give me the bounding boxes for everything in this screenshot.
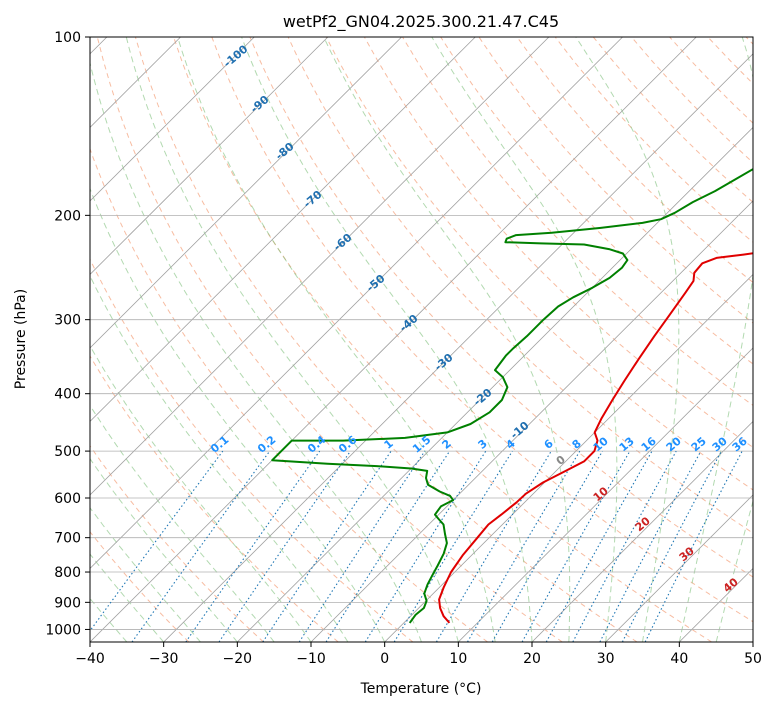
- isotherm-line: [605, 494, 753, 642]
- mixing-ratio-line: [393, 450, 513, 642]
- moist-adiabat-line: [90, 553, 165, 642]
- moist-adiabat-line: [678, 37, 753, 642]
- sounding-profiles: [271, 167, 753, 624]
- x-axis-label: Temperature (°C): [360, 681, 482, 697]
- chart-title: wetPf2_GN04.2025.300.21.47.C45: [283, 12, 559, 32]
- moist-adiabat-line: [90, 61, 422, 642]
- dry-adiabat-line: [90, 530, 190, 642]
- mixing-ratio-line: [572, 450, 677, 642]
- isotherm-line: [90, 37, 402, 349]
- mixing-ratio-line: [90, 450, 224, 632]
- moist-adiabat-line: [90, 597, 128, 642]
- moist-adiabat-line: [90, 457, 238, 642]
- mixing-ratio-line: [185, 450, 321, 642]
- moist-adiabat-line: [90, 274, 349, 642]
- mixing-ratio-line: [545, 450, 653, 642]
- dry-adiabat-line: [90, 355, 339, 642]
- mixing-ratio-lines: [90, 450, 743, 642]
- mixing-ratio-line: [325, 450, 451, 642]
- isotherms: [90, 37, 753, 642]
- isotherm-line: [163, 53, 753, 642]
- moist-adiabat-line: [241, 37, 533, 642]
- y-tick-label: 800: [54, 565, 81, 581]
- y-tick-label: 300: [54, 313, 81, 329]
- y-tick-label: 400: [54, 387, 81, 403]
- mixing-ratio-line: [218, 450, 351, 642]
- moist-adiabat-line: [177, 37, 496, 642]
- x-tick-label: −20: [223, 651, 253, 667]
- moist-adiabat-line: [90, 187, 386, 642]
- x-tick-label: 20: [523, 651, 541, 667]
- x-tick-label: 50: [744, 651, 762, 667]
- temperature-profile-line: [438, 252, 753, 624]
- moist-adiabat-line: [90, 506, 201, 642]
- x-tick-label: 40: [670, 651, 688, 667]
- y-tick-label: 1000: [45, 622, 81, 638]
- isotherm-line: [90, 37, 697, 642]
- y-tick-label: 600: [54, 491, 81, 507]
- isotherm-line: [90, 37, 329, 275]
- x-tick-label: 0: [380, 651, 389, 667]
- x-tick-label: 10: [449, 651, 467, 667]
- y-tick-label: 100: [54, 30, 81, 46]
- mixing-ratio-line: [521, 450, 631, 642]
- dry-adiabat-line: [516, 37, 753, 284]
- dry-adiabat-line: [440, 37, 753, 365]
- y-tick-label: 500: [54, 444, 81, 460]
- moist-adiabat-line: [715, 499, 753, 642]
- isotherm-line: [458, 347, 753, 642]
- dry-adiabat-line: [134, 37, 638, 642]
- isotherm-line: [90, 37, 476, 423]
- isotherm-line: [90, 37, 255, 202]
- dry-adiabat-line: [173, 37, 712, 642]
- dry-adiabat-line: [402, 37, 753, 406]
- y-axis-label: Pressure (hPa): [13, 289, 29, 389]
- moist-adiabat-line: [431, 37, 618, 642]
- isotherm-line: [237, 126, 753, 642]
- moist-adiabat-line: [90, 404, 275, 642]
- moist-adiabat-line: [323, 37, 571, 642]
- dry-adiabat-line: [96, 37, 563, 642]
- isotherm-line: [384, 273, 753, 642]
- mixing-ratio-line: [131, 450, 271, 642]
- dry-adiabat-line: [90, 147, 488, 642]
- x-axis-ticks: −40 −30 −20 −10 0 10 20 30 40 50: [75, 642, 762, 667]
- dry-adiabat-line: [90, 445, 264, 642]
- x-tick-label: −40: [75, 651, 105, 667]
- isotherm-line: [90, 37, 623, 570]
- y-tick-label: 900: [54, 595, 81, 611]
- y-tick-label: 200: [54, 208, 81, 224]
- moist-adiabat-line: [125, 37, 459, 642]
- mixing-ratio-line: [364, 450, 487, 642]
- mixing-ratio-line: [644, 450, 743, 642]
- isotherm-line: [90, 37, 550, 496]
- y-axis-ticks: 100 200 300 400 500 600 700 800 900 1000: [45, 30, 90, 638]
- mixing-ratio-line: [298, 450, 426, 642]
- isotherm-line: [310, 200, 753, 642]
- dewpoint-profile-line: [271, 167, 753, 624]
- dry-adiabat-line: [211, 37, 753, 623]
- x-tick-label: 30: [597, 651, 615, 667]
- y-tick-label: 700: [54, 531, 81, 547]
- plot-frame: [89, 36, 754, 643]
- x-tick-label: −30: [149, 651, 179, 667]
- dry-adiabat-line: [249, 37, 753, 578]
- x-tick-label: −10: [296, 651, 326, 667]
- moist-adiabat-line: [575, 37, 680, 642]
- isotherm-line: [531, 420, 753, 642]
- isobar-gridlines: [90, 37, 753, 630]
- mixing-ratio-line: [262, 450, 392, 642]
